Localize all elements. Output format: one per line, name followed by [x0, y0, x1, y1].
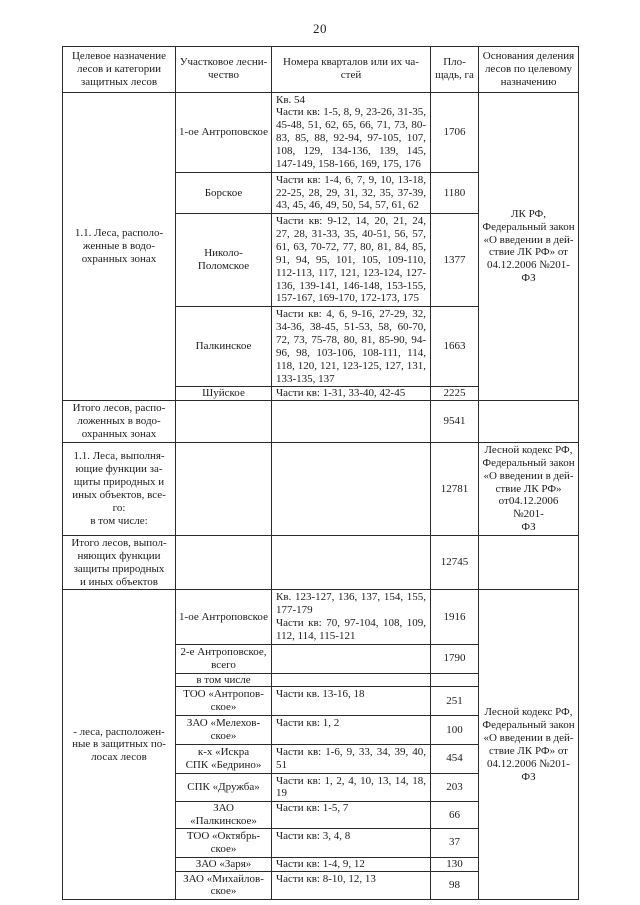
cell-area: 203	[430, 772, 479, 803]
header-cell-quarters: Номера кварталов или их ча- стей	[271, 46, 431, 93]
table-row-protect: 1.1. Леса, выполня- ющие функции за- щит…	[62, 441, 579, 536]
cell-area: 100	[430, 715, 479, 745]
cell-area: 1377	[430, 213, 479, 308]
cell-quarters: Кв. 123-127, 136, 137, 154, 155, 177-179…	[271, 589, 431, 645]
cell-forestry: Борское	[175, 171, 272, 215]
cell-area: 1790	[430, 643, 479, 674]
cell-area: 1180	[430, 171, 479, 215]
cell-quarters: Части кв: 1, 2, 4, 10, 13, 14, 18, 19	[271, 772, 431, 803]
cell-forestry: 2-е Антроповское, всего	[175, 643, 272, 674]
cell-area: 66	[430, 801, 479, 829]
header-cell-area: Пло- щадь, га	[430, 46, 479, 93]
cell-quarters: Кв. 54 Части кв: 1-5, 8, 9, 23-26, 31-35…	[271, 91, 431, 173]
cell-area: 9541	[430, 400, 479, 443]
table-row-water-nikolo-polomskoe: Николо-Поломское Части кв: 9-12, 14, 20,…	[63, 213, 579, 308]
cell-category-total-water: Итого лесов, распо- ложенных в водо- охр…	[62, 400, 176, 443]
header-cell-purpose: Целевое назначение лесов и категории защ…	[62, 46, 176, 93]
cell-forestry: СПК «Дружба»	[175, 772, 272, 803]
cell-quarters: Части кв: 1-4, 9, 12	[271, 856, 431, 872]
cell-area: 1663	[430, 306, 479, 388]
cell-area: 12781	[430, 441, 479, 536]
cell-quarters: Части кв. 13-16, 18	[271, 686, 431, 717]
cell-quarters: Части кв: 1-6, 9, 33, 34, 39, 40, 51	[271, 743, 431, 774]
cell-empty	[175, 534, 272, 591]
cell-quarters: Части кв: 8-10, 12, 13	[271, 870, 431, 901]
cell-empty	[271, 400, 431, 443]
cell-empty	[478, 534, 579, 591]
cell-forestry: ЗАО «Михайлов- ское»	[175, 870, 272, 901]
table-row-strips-zao-palkinskoe: ЗАО «Палкинское» Части кв: 1-5, 7 66	[63, 801, 579, 829]
cell-quarters: Части кв: 4, 6, 9-16, 27-29, 32, 34-36, …	[271, 306, 431, 388]
cell-area: 1916	[430, 589, 479, 645]
cell-empty	[271, 534, 431, 591]
cell-quarters: Части кв: 3, 4, 8	[271, 827, 431, 858]
table-row-water-palkinskoe: Палкинское Части кв: 4, 6, 9-16, 27-29, …	[63, 306, 579, 388]
table-header-row: Целевое назначение лесов и категории защ…	[62, 46, 579, 93]
forest-division-table: Целевое назначение лесов и категории защ…	[62, 46, 579, 901]
cell-forestry: ЗАО «Палкинское»	[175, 801, 272, 829]
cell-forestry: Шуйское	[175, 386, 272, 402]
table-row-water-borskoe: Борское Части кв: 1-4, 6, 7, 9, 10, 13-1…	[63, 171, 579, 215]
table-row-strips-antropovskoe-1: - леса, расположен- ные в защитных по- л…	[62, 589, 579, 901]
cell-quarters: Части кв: 1-31, 33-40, 42-45	[271, 386, 431, 402]
table-row-strips-spk-druzhba: СПК «Дружба» Части кв: 1, 2, 4, 10, 13, …	[63, 772, 579, 803]
cell-category-water: 1.1. Леса, располо- женные в водо- охран…	[62, 91, 176, 402]
cell-area: 2225	[430, 386, 479, 402]
table-row-strips-zao-mihaylovskoe: ЗАО «Михайлов- ское» Части кв: 8-10, 12,…	[63, 870, 579, 901]
cell-forestry: 1-ое Антроповское	[175, 91, 272, 173]
cell-category-strips: - леса, расположен- ные в защитных по- л…	[62, 589, 176, 901]
cell-category-total-protect: Итого лесов, выпол- няющих функции защит…	[62, 534, 176, 591]
cell-area: 12745	[430, 534, 479, 591]
cell-area: 454	[430, 743, 479, 774]
cell-quarters: Части кв: 9-12, 14, 20, 21, 24, 27, 28, …	[271, 213, 431, 308]
cell-area: 1706	[430, 91, 479, 173]
cell-forestry: Палкинское	[175, 306, 272, 388]
header-cell-forestry: Участковое лесни- чество	[175, 46, 272, 93]
cell-forestry: к-х «Искра СПК «Бедрино»	[175, 743, 272, 774]
cell-quarters: Части кв: 1-5, 7	[271, 801, 431, 829]
cell-quarters: Части кв: 1, 2	[271, 715, 431, 745]
cell-empty	[271, 441, 431, 536]
header-cell-basis: Основания деления лесов по целевому назн…	[478, 46, 579, 93]
cell-area: 130	[430, 856, 479, 872]
cell-basis-strips: Лесной кодекс РФ, Федеральный закон «О в…	[478, 589, 579, 901]
cell-subheader: в том числе	[175, 672, 272, 688]
cell-empty	[271, 672, 431, 688]
cell-forestry: ЗАО «Заря»	[175, 856, 272, 872]
page-number: 20	[313, 21, 327, 36]
cell-area: 251	[430, 686, 479, 717]
cell-empty	[430, 672, 479, 688]
cell-category-protect: 1.1. Леса, выполня- ющие функции за- щит…	[62, 441, 176, 536]
cell-forestry: Николо-Поломское	[175, 213, 272, 308]
cell-basis-water: ЛК РФ, Федеральный закон «О введении в д…	[478, 91, 579, 402]
table-row-strips-too-oktyabrskoe: ТОО «Октябрь- ское» Части кв: 3, 4, 8 37	[63, 827, 579, 858]
table-row-total-water: Итого лесов, распо- ложенных в водо- охр…	[62, 400, 579, 443]
cell-basis-protect: Лесной кодекс РФ, Федеральный закон «О в…	[478, 441, 579, 536]
cell-empty	[175, 441, 272, 536]
cell-quarters: Части кв: 1-4, 6, 7, 9, 10, 13-18, 22-25…	[271, 171, 431, 215]
cell-area: 37	[430, 827, 479, 858]
cell-area: 98	[430, 870, 479, 901]
cell-quarters	[271, 643, 431, 674]
table-row-strips-iskra-bedrino: к-х «Искра СПК «Бедрино» Части кв: 1-6, …	[63, 743, 579, 774]
cell-empty	[478, 400, 579, 443]
table-row-strips-antropovskoe-2: 2-е Антроповское, всего 1790	[63, 643, 579, 674]
table-row-total-protect: Итого лесов, выпол- няющих функции защит…	[62, 534, 579, 591]
table-row-strips-too-antropovskoe: ТОО «Антропов- ское» Части кв. 13-16, 18…	[63, 686, 579, 717]
table-row-strips-zao-melehovskoe: ЗАО «Мелехов- ское» Части кв: 1, 2 100	[63, 715, 579, 745]
cell-forestry: ТОО «Октябрь- ское»	[175, 827, 272, 858]
table-row-water-antropovskoe: 1.1. Леса, располо- женные в водо- охран…	[62, 91, 579, 402]
table-row-strips-zao-zarya: ЗАО «Заря» Части кв: 1-4, 9, 12 130	[63, 856, 579, 872]
cell-forestry: 1-ое Антроповское	[175, 589, 272, 645]
cell-forestry: ЗАО «Мелехов- ское»	[175, 715, 272, 745]
cell-forestry: ТОО «Антропов- ское»	[175, 686, 272, 717]
table-row-strips-subheader: в том числе	[63, 672, 579, 688]
cell-empty	[175, 400, 272, 443]
